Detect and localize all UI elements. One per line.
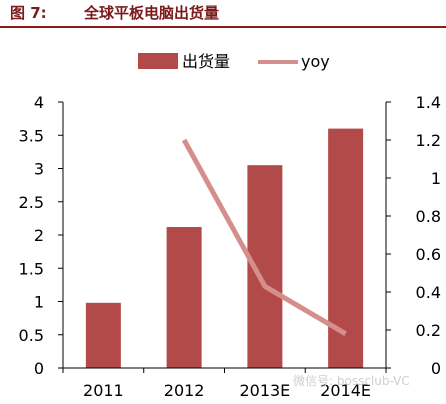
x-tick-label: 2014E [320, 381, 371, 400]
right-tick-label: 0.4 [416, 283, 441, 302]
right-tick-label: 0.2 [416, 321, 441, 340]
right-tick-label: 0.6 [416, 245, 441, 264]
legend: 出货量 yoy [138, 52, 330, 71]
yoy-line-series [181, 138, 347, 336]
left-tick-label: 3 [34, 160, 44, 179]
left-tick-label: 2.5 [19, 193, 44, 212]
bar-2011 [85, 302, 121, 368]
chart-title: 全球平板电脑出货量 [84, 4, 220, 22]
left-tick-label: 3.5 [19, 126, 44, 145]
right-tick-label: 0.8 [416, 207, 441, 226]
left-tick-label: 0.5 [19, 326, 44, 345]
bar-2012 [166, 227, 202, 368]
x-tick-label: 2013E [239, 381, 290, 400]
x-tick-label: 2011 [83, 381, 124, 400]
watermark: 微信号: bossclub-VC [293, 374, 410, 388]
title-rule [0, 26, 446, 28]
right-tick-label: 1.2 [416, 131, 441, 150]
left-tick-label: 1 [34, 293, 44, 312]
legend-swatch-bar [138, 53, 178, 69]
left-tick-label: 2 [34, 226, 44, 245]
figure-label: 图 7: [10, 4, 47, 22]
axes: 0 0.5 1 1.5 2 2.5 3 3.5 4 0 0.2 0.4 0.6 0.8 1 1.2 1.4 201… [19, 93, 441, 400]
legend-label-bar: 出货量 [182, 52, 230, 71]
right-tick-label: 1.4 [416, 93, 441, 112]
bars [85, 128, 364, 368]
left-tick-label: 0 [34, 359, 44, 378]
right-tick-label: 1 [431, 169, 441, 188]
left-tick-label: 4 [34, 93, 44, 112]
legend-label-line: yoy [301, 52, 330, 71]
left-tick-label: 1.5 [19, 259, 44, 278]
figure-header: 图 7: 全球平板电脑出货量 [0, 0, 446, 28]
right-tick-label: 0 [431, 359, 441, 378]
x-tick-label: 2012 [164, 381, 205, 400]
